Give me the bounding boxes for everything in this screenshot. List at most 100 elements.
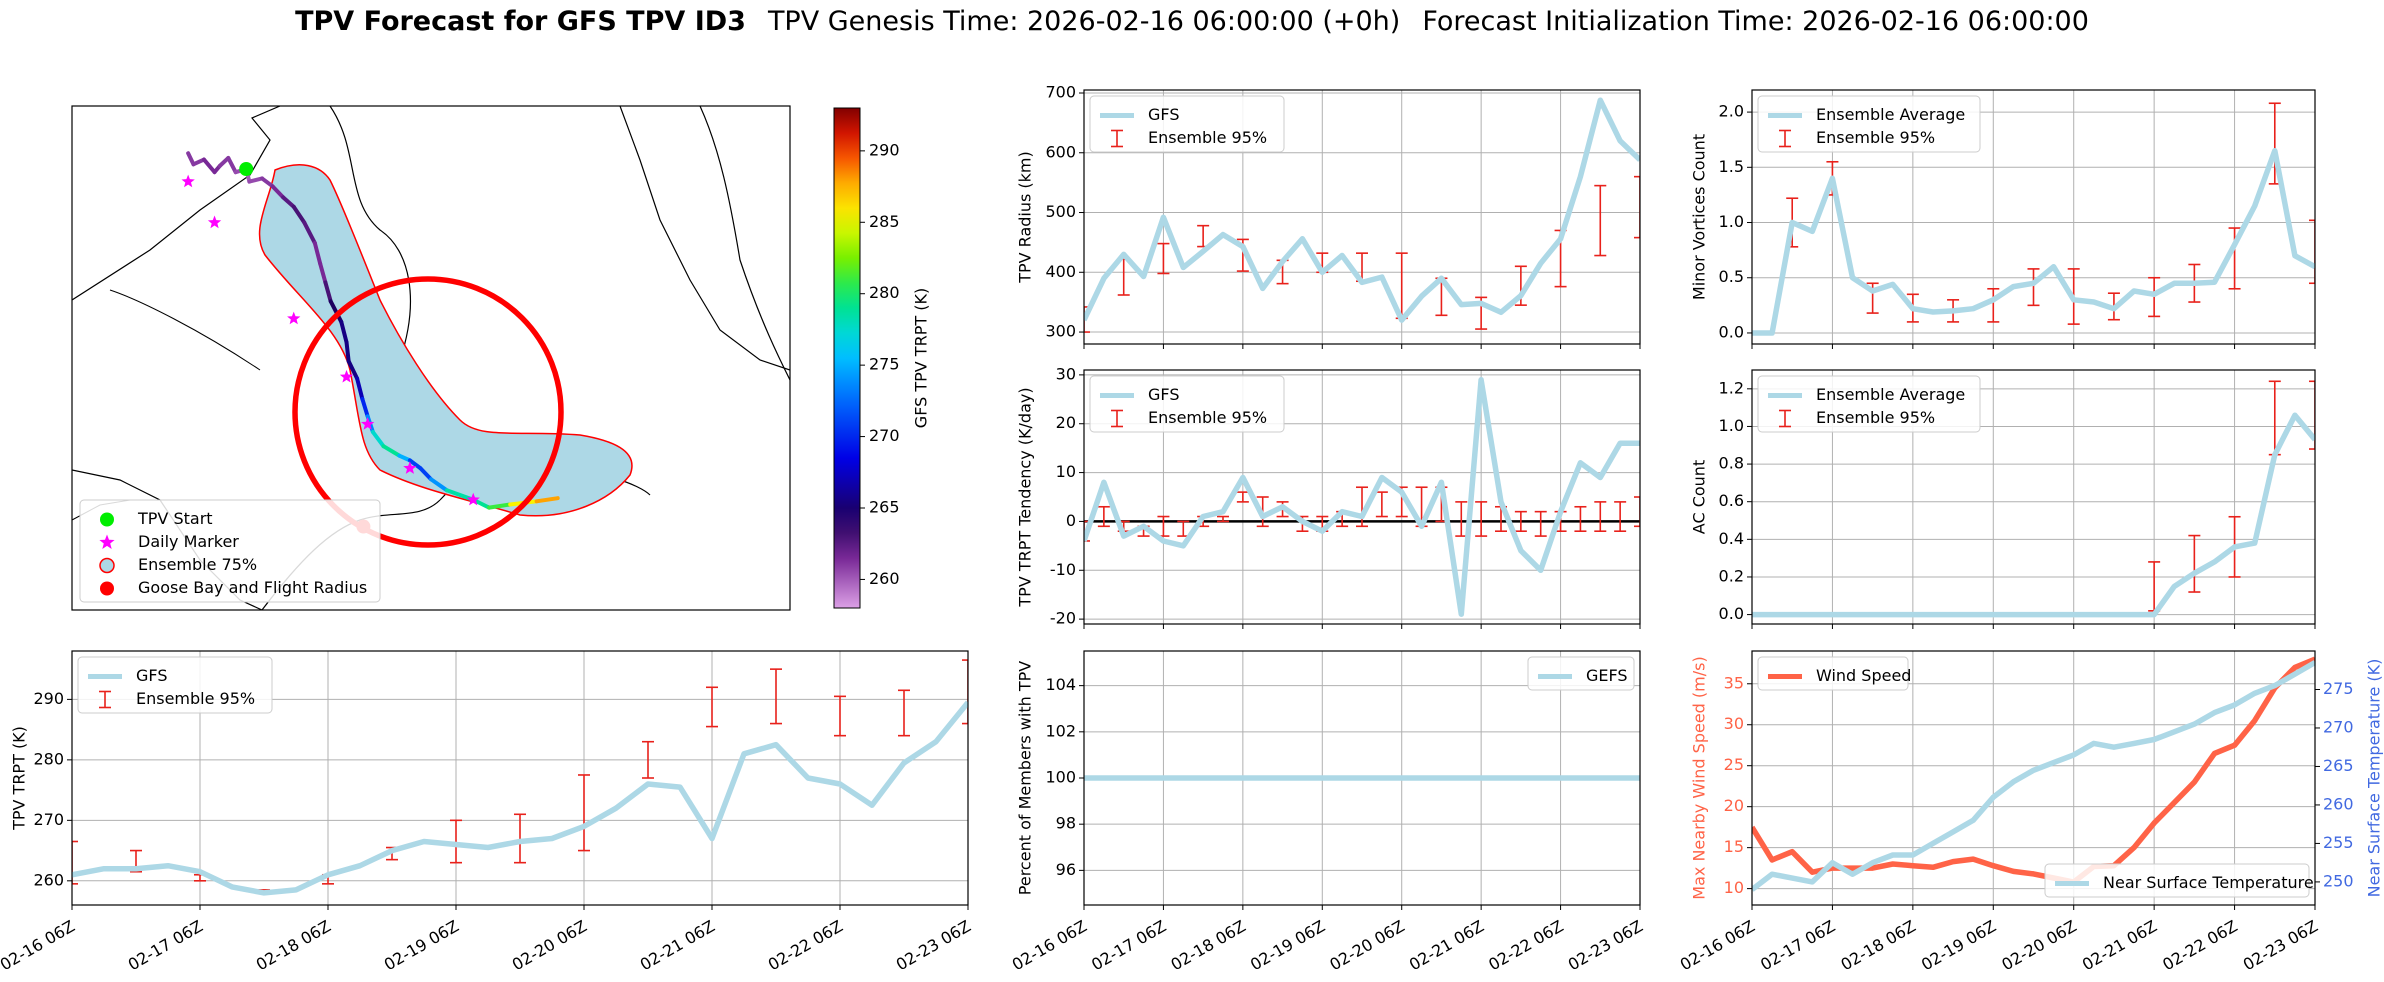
legend-frame — [79, 499, 381, 603]
x-tick-label: 02-19 06Z — [381, 916, 462, 974]
y-tick-label: 0.8 — [1719, 454, 1744, 473]
panel-minor: 0.0 0.5 1.0 1.5 2.0 Minor Vortices Count Ensem… — [1690, 89, 2316, 349]
legend: Near Surface Temperature — [2044, 863, 2314, 898]
y-tick-label: 0.4 — [1719, 529, 1744, 548]
error-bar — [1117, 258, 1130, 296]
error-bar — [1634, 175, 1640, 239]
error-bar — [898, 689, 910, 737]
series-line-gfs — [1084, 377, 1640, 617]
daily-marker-star — [207, 215, 222, 229]
track-segment — [323, 280, 333, 304]
y-tick-label: 10 — [1056, 462, 1076, 481]
error-bar — [1217, 515, 1229, 523]
y-axis-label: Percent of Members with TPV — [1016, 661, 1035, 895]
legend-entry: TPV Start — [100, 509, 213, 528]
title-tpv-id: TPV Forecast for GFS TPV ID3 — [295, 6, 746, 37]
legend-frame — [2044, 863, 2310, 898]
legend-swatch-star — [99, 534, 115, 549]
legend: GFS Ensemble 95% — [1089, 95, 1285, 153]
track-segment — [186, 151, 196, 167]
x-tick-label: 02-21 06Z — [2079, 916, 2160, 974]
daily-marker-star — [181, 174, 195, 188]
error-bar — [1177, 520, 1190, 537]
legend: GEFS — [1527, 656, 1635, 691]
legend-label: Wind Speed — [1816, 666, 1911, 685]
axes-frame — [1083, 650, 1641, 906]
legend: TPV Start Daily Marker Ensemble 75% Goose B… — [79, 499, 381, 603]
legend-swatch-shade — [99, 557, 115, 574]
error-bar — [1475, 501, 1488, 537]
legend-entry: Ensemble Average — [1768, 385, 1965, 404]
y-axis-label: AC Count — [1690, 460, 1709, 534]
y-axis-label: TPV TRPT (K) — [10, 726, 29, 831]
y-axis-label: TPV Radius (km) — [1016, 151, 1035, 284]
y-tick-label: 1.0 — [1719, 212, 1744, 231]
legend-swatch-dot — [100, 581, 114, 596]
track-segment — [201, 157, 217, 175]
panel-wind_temp: 02-16 06Z 02-17 06Z 02-18 06Z 02-19 06Z 02-2… — [1677, 650, 2384, 974]
track-segment — [429, 477, 449, 493]
error-bar — [2188, 534, 2201, 593]
track-segment — [226, 155, 238, 175]
x-tick-label: 02-17 06Z — [1088, 916, 1169, 974]
y-right-tick-label: 275 — [2323, 679, 2354, 698]
legend-entry: Wind Speed — [1768, 666, 1911, 685]
x-tick-label: 02-16 06Z — [1009, 916, 1090, 974]
series-line-near-surface-temperature — [1752, 660, 2315, 892]
figure-title: TPV Forecast for GFS TPV ID3 TPV Genesis … — [0, 6, 2384, 37]
error-bar — [2309, 380, 2315, 450]
daily-marker-star — [339, 369, 354, 383]
daily-marker-star — [403, 461, 417, 474]
legend-entry: Ensemble 95% — [1779, 408, 1935, 428]
legend-entry: Ensemble 95% — [1111, 128, 1267, 148]
error-bar — [578, 774, 590, 852]
track-segment — [407, 458, 423, 471]
error-bar — [1356, 486, 1368, 528]
legend-entry: Ensemble 95% — [1779, 128, 1935, 148]
plot-area — [1752, 656, 2315, 892]
series-line-ensemble-average — [1752, 147, 2315, 336]
legend: Ensemble Average Ensemble 95% — [1757, 95, 1981, 153]
x-tick-label: 02-21 06Z — [637, 916, 718, 974]
track-segment — [291, 204, 307, 225]
track-segment — [270, 184, 286, 200]
panel-ac: 0.0 0.2 0.4 0.6 0.8 1.0 1.2 AC Count Ensemble Av… — [1690, 369, 2316, 629]
legend-entry: Goose Bay and Flight Radius — [100, 578, 367, 597]
x-tick-label: 02-22 06Z — [1485, 916, 1566, 974]
x-tick-label: 02-22 06Z — [2159, 916, 2240, 974]
error-bar — [1097, 505, 1110, 528]
legend-entry: GEFS — [1538, 666, 1628, 685]
legend-frame — [1757, 656, 1909, 691]
legend-label: GFS — [136, 666, 167, 685]
flight-radius-circle — [292, 276, 564, 548]
error-bar — [1197, 224, 1210, 248]
y-right-tick-label: 260 — [2323, 794, 2354, 813]
series-line-gfs — [72, 700, 968, 896]
y-tick-label: 35 — [1724, 673, 1744, 692]
track-segment — [312, 241, 323, 266]
y-right-tick-label: 270 — [2323, 717, 2354, 736]
y-tick-label: 280 — [33, 749, 64, 768]
error-bar — [72, 840, 78, 885]
legend-entry: GFS — [1100, 385, 1179, 404]
legend-label: TPV Start — [137, 509, 213, 528]
map-frame — [71, 105, 791, 611]
y-axis-label: Minor Vortices Count — [1690, 134, 1709, 300]
error-bar — [962, 659, 968, 725]
track-segment — [281, 195, 296, 209]
colorbar-tick-label: 275 — [869, 355, 900, 374]
legend-label: Goose Bay and Flight Radius — [138, 578, 367, 597]
error-bar — [1574, 505, 1587, 532]
y-tick-label: -10 — [1050, 560, 1076, 579]
error-bar — [2027, 268, 2040, 307]
error-bar — [770, 668, 782, 725]
plot-area — [1084, 97, 1640, 333]
x-tick-label: 02-18 06Z — [1838, 916, 1919, 974]
track-segment — [487, 502, 513, 510]
y-tick-label: 96 — [1056, 860, 1076, 879]
track-segment — [418, 466, 433, 482]
track-segment — [381, 444, 402, 458]
axes-frame — [1083, 89, 1641, 345]
y-tick-label: 270 — [33, 810, 64, 829]
